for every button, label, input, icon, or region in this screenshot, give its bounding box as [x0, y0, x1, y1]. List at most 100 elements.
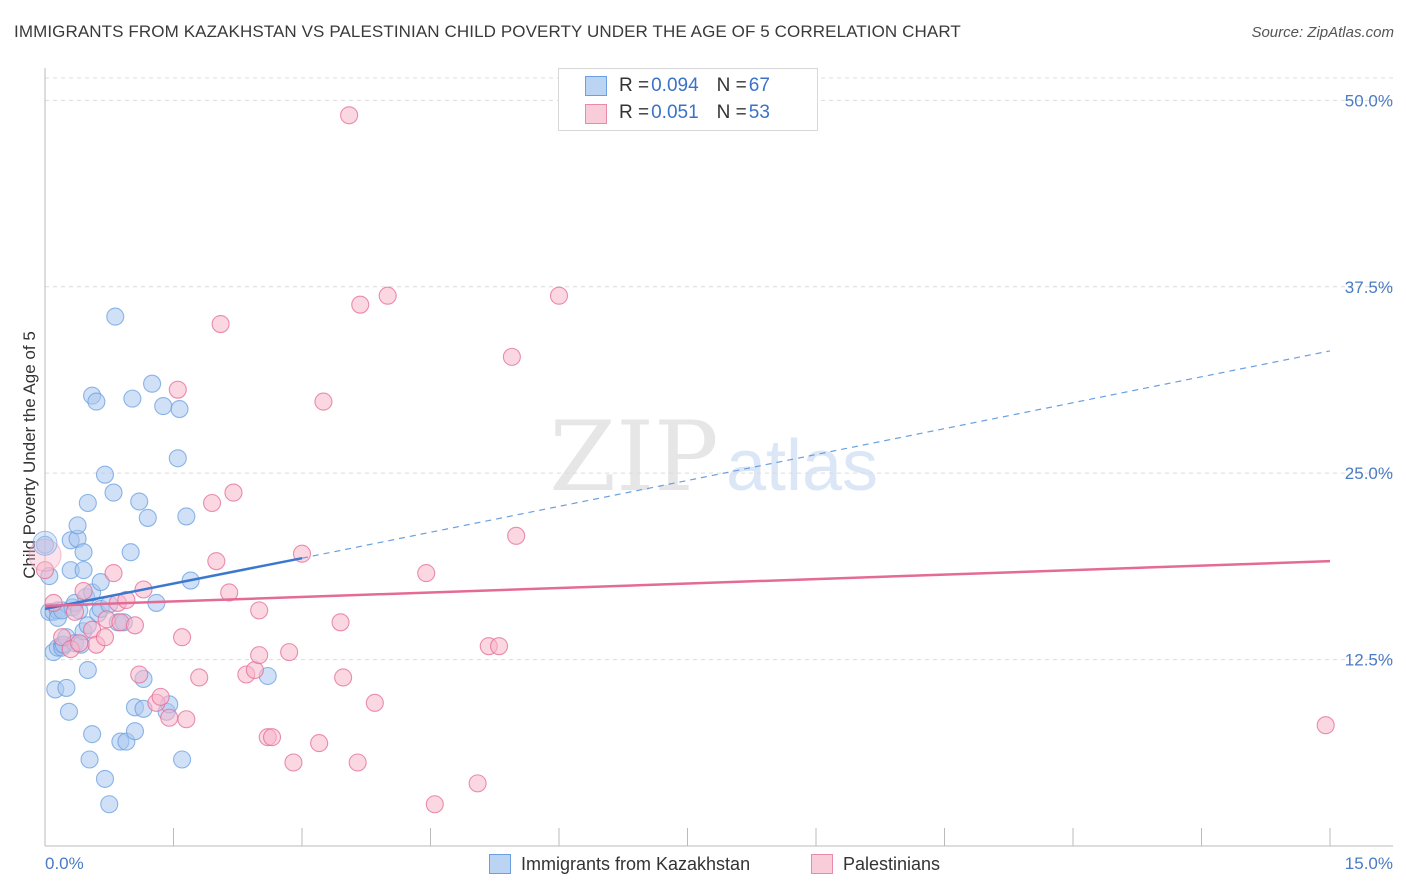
- legend-r-label: R =: [619, 75, 650, 96]
- watermark-atlas: atlas: [726, 426, 878, 506]
- point-kazakhstan: [35, 535, 55, 554]
- point-palestinians: [224, 483, 243, 502]
- y-tick-label: 12.5%: [1345, 651, 1393, 670]
- point-palestinians: [378, 286, 397, 305]
- bottom-legend-swatch: [489, 854, 511, 874]
- legend-r-value: 0.094: [651, 75, 699, 96]
- point-palestinians: [340, 106, 359, 125]
- y-tick-label: 25.0%: [1345, 464, 1393, 483]
- point-kazakhstan: [143, 374, 162, 393]
- watermark-zip: ZIP: [549, 401, 718, 513]
- trend-lines: [44, 350, 1331, 611]
- chart-title: IMMIGRANTS FROM KAZAKHSTAN VS PALESTINIA…: [14, 22, 961, 41]
- point-palestinians: [104, 564, 123, 583]
- legend-r-value: 0.051: [651, 102, 699, 123]
- point-palestinians: [351, 295, 370, 314]
- point-palestinians: [314, 392, 333, 411]
- bottom-legend-swatch: [811, 854, 833, 874]
- point-palestinians: [334, 668, 353, 687]
- stats-legend: R = 0.094 N = 67 R = 0.051 N = 53: [558, 68, 818, 131]
- point-kazakhstan: [80, 750, 99, 769]
- point-kazakhstan: [130, 492, 149, 511]
- x-tick-label: 0.0%: [45, 854, 84, 873]
- point-palestinians: [125, 616, 144, 635]
- point-palestinians: [262, 728, 282, 747]
- point-palestinians: [310, 734, 329, 753]
- point-palestinians: [468, 774, 487, 793]
- point-palestinians: [130, 665, 149, 684]
- point-kazakhstan: [57, 678, 76, 697]
- point-kazakhstan: [123, 389, 142, 408]
- legend-row-palestinians: R = 0.051 N = 53: [619, 101, 770, 125]
- point-palestinians: [111, 613, 130, 632]
- trend-line-kazakhstan-extension: [301, 350, 1331, 559]
- point-cluster-kazakhstan: [32, 530, 58, 556]
- grid: [45, 77, 1393, 661]
- point-palestinians: [425, 795, 444, 814]
- point-palestinians: [331, 613, 350, 632]
- y-tick-label: 50.0%: [1345, 91, 1393, 110]
- point-palestinians: [348, 753, 367, 772]
- source-label: Source: ZipAtlas.com: [1251, 24, 1394, 41]
- data-points: [28, 106, 1335, 814]
- point-kazakhstan: [83, 725, 102, 744]
- legend-row-kazakhstan: R = 0.094 N = 67: [619, 74, 770, 98]
- point-kazakhstan: [170, 400, 189, 419]
- legend-n-value: 67: [748, 75, 770, 96]
- point-palestinians: [70, 634, 89, 653]
- point-palestinians: [168, 380, 187, 399]
- point-kazakhstan: [106, 307, 125, 326]
- point-palestinians: [250, 601, 269, 620]
- point-kazakhstan: [154, 397, 173, 416]
- point-palestinians: [507, 526, 526, 545]
- point-kazakhstan: [59, 702, 79, 721]
- point-palestinians: [151, 687, 170, 706]
- point-palestinians: [1316, 716, 1335, 735]
- point-kazakhstan: [168, 449, 187, 468]
- point-palestinians: [280, 643, 299, 662]
- point-palestinians: [160, 708, 179, 727]
- point-kazakhstan: [95, 769, 115, 788]
- point-palestinians: [173, 628, 192, 647]
- point-kazakhstan: [87, 392, 106, 411]
- y-tick-label: 37.5%: [1345, 278, 1393, 297]
- point-kazakhstan: [95, 465, 115, 484]
- point-palestinians: [284, 753, 303, 772]
- legend-n-label: N =: [716, 102, 747, 123]
- point-palestinians: [207, 552, 226, 571]
- point-kazakhstan: [78, 493, 97, 513]
- point-palestinians: [549, 286, 569, 305]
- point-palestinians: [190, 668, 209, 687]
- x-tick-label: 15.0%: [1345, 854, 1393, 873]
- point-kazakhstan: [125, 722, 144, 741]
- point-kazakhstan: [68, 516, 87, 535]
- point-palestinians: [489, 637, 509, 656]
- legend-r-label: R =: [619, 102, 650, 123]
- point-kazakhstan: [104, 483, 123, 502]
- point-palestinians: [95, 628, 115, 647]
- trend-line-palestinians: [44, 559, 1331, 608]
- bottom-legend-kazakhstan: Immigrants from Kazakhstan: [489, 852, 750, 876]
- point-kazakhstan: [173, 750, 192, 769]
- point-kazakhstan: [91, 572, 110, 592]
- axes: [44, 68, 1393, 847]
- point-palestinians: [177, 710, 196, 729]
- point-kazakhstan: [74, 561, 93, 580]
- legend-n-value: 53: [748, 102, 770, 123]
- point-kazakhstan: [121, 543, 140, 562]
- legend-swatch-kazakhstan: [585, 76, 607, 96]
- point-palestinians: [245, 660, 264, 680]
- point-kazakhstan: [100, 795, 119, 814]
- point-kazakhstan: [177, 507, 196, 526]
- point-palestinians: [203, 493, 222, 513]
- tick-labels: 12.5% 25.0% 37.5% 50.0% 0.0% 15.0%: [45, 91, 1393, 873]
- point-palestinians: [211, 315, 230, 334]
- point-palestinians: [365, 693, 384, 712]
- legend-n-label: N =: [716, 75, 747, 96]
- bottom-legend-label: Immigrants from Kazakhstan: [521, 853, 751, 874]
- trend-line-kazakhstan: [44, 556, 303, 611]
- point-palestinians: [502, 347, 521, 366]
- watermark: ZIP atlas: [549, 401, 878, 513]
- point-palestinians: [35, 561, 55, 580]
